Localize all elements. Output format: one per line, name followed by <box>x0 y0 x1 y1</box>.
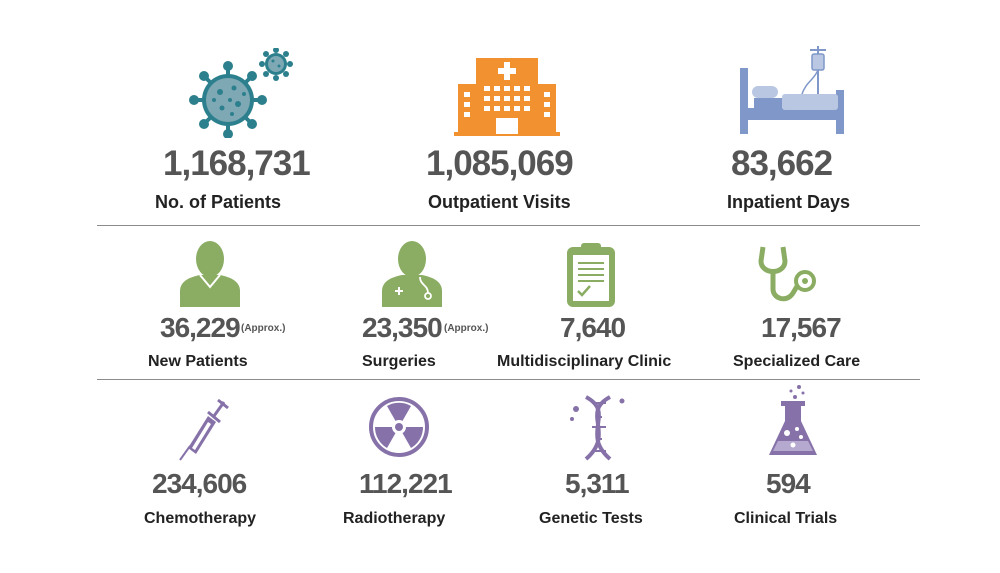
outpatient-label: Outpatient Visits <box>428 192 571 212</box>
new-patients-label: New Patients <box>148 353 248 370</box>
clinical-trials-label: Clinical Trials <box>734 510 838 527</box>
doctor-icon <box>382 241 442 307</box>
hospital-icon <box>454 58 560 136</box>
divider-2 <box>97 379 920 380</box>
outpatient-count: 1,085,069 <box>426 144 574 183</box>
radiation-icon <box>368 396 430 458</box>
genetic-tests-count: 5,311 <box>565 468 630 499</box>
surgeries-approx: (Approx.) <box>444 323 489 334</box>
new-patients-approx: (Approx.) <box>241 323 286 334</box>
flask-icon <box>765 385 821 461</box>
surgeries-count: 23,350 <box>362 312 443 343</box>
divider-1 <box>97 225 920 226</box>
chemotherapy-count: 234,606 <box>152 468 247 499</box>
radiotherapy-label: Radiotherapy <box>343 510 446 527</box>
patients-count: 1,168,731 <box>163 144 311 183</box>
clinic-count: 7,640 <box>560 312 626 343</box>
clipboard-icon <box>565 241 617 309</box>
stethoscope-icon <box>757 241 823 307</box>
clinic-label: Multidisciplinary Clinic <box>497 353 672 370</box>
inpatient-label: Inpatient Days <box>727 192 851 212</box>
syringe-icon <box>178 398 230 462</box>
clinical-trials-count: 594 <box>766 468 811 499</box>
new-patients-count: 36,229 <box>160 312 241 343</box>
specialized-care-label: Specialized Care <box>733 353 861 370</box>
hospital-bed-icon <box>740 46 846 136</box>
radiotherapy-count: 112,221 <box>359 468 453 499</box>
inpatient-count: 83,662 <box>731 144 833 183</box>
specialized-care-count: 17,567 <box>761 312 842 343</box>
dna-icon <box>566 393 630 463</box>
virus-icon <box>188 48 294 138</box>
patient-icon <box>180 241 240 307</box>
patients-label: No. of Patients <box>155 192 282 212</box>
chemotherapy-label: Chemotherapy <box>144 510 257 527</box>
genetic-tests-label: Genetic Tests <box>539 510 643 527</box>
surgeries-label: Surgeries <box>362 353 436 370</box>
